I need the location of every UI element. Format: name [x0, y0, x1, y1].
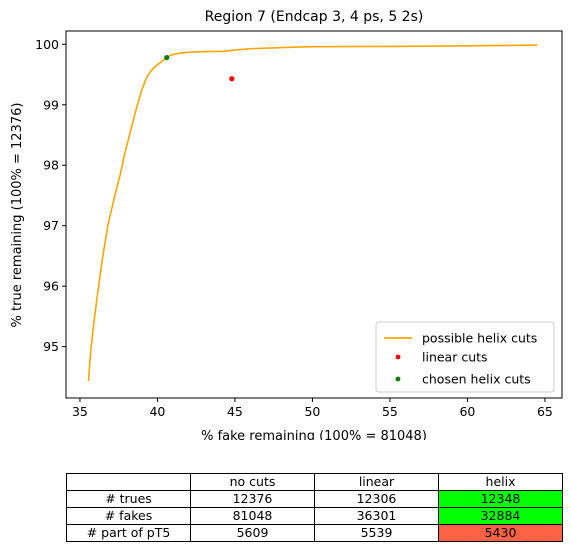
table-cell: 5539 — [314, 524, 439, 542]
y-axis-label: % true remaining (100% = 12376) — [10, 103, 25, 328]
chart-title: Region 7 (Endcap 3, 4 ps, 5 2s) — [205, 9, 424, 25]
table-row: # fakes 81048 36301 32884 — [66, 507, 563, 525]
x-tick-label: 35 — [72, 404, 88, 419]
x-tick-label: 45 — [227, 404, 243, 419]
legend-label-possible-helix-cuts: possible helix cuts — [422, 331, 537, 346]
table-cell: 81048 — [190, 507, 315, 525]
table-cell: 12306 — [314, 490, 439, 508]
y-axis: 95 96 97 98 99 100 — [35, 37, 66, 354]
x-tick-label: 50 — [304, 404, 320, 419]
y-tick-label: 95 — [43, 339, 59, 354]
table-cell: 36301 — [314, 507, 439, 525]
legend-swatch-chosen-helix-cuts — [395, 376, 401, 382]
x-axis: 35 40 45 50 55 60 65 — [72, 398, 553, 419]
y-tick-label: 98 — [43, 158, 59, 173]
point-chosen-helix-cuts — [164, 55, 170, 61]
table-row: # part of pT5 5609 5539 5430 — [66, 524, 563, 542]
x-tick-label: 65 — [537, 404, 553, 419]
row-label: # part of pT5 — [66, 524, 191, 542]
point-linear-cuts — [229, 76, 235, 82]
column-header-no-cuts: no cuts — [190, 473, 315, 491]
y-tick-label: 97 — [43, 218, 59, 233]
y-tick-label: 100 — [35, 37, 59, 52]
column-header-linear: linear — [314, 473, 439, 491]
x-tick-label: 40 — [149, 404, 165, 419]
table-corner-cell — [66, 473, 191, 491]
series-layer — [87, 44, 538, 382]
legend-swatch-linear-cuts — [395, 354, 401, 360]
cuts-summary-table: no cuts linear helix # trues 12376 12306… — [66, 473, 563, 542]
helix-cell: 12348 — [438, 490, 563, 508]
table-header-row: no cuts linear helix — [66, 473, 563, 491]
x-axis-label: % fake remaining (100% = 81048) — [201, 429, 427, 440]
table-cell: 5609 — [190, 524, 315, 542]
legend: possible helix cuts linear cuts chosen h… — [375, 321, 555, 393]
x-tick-label: 60 — [459, 404, 475, 419]
y-tick-label: 96 — [43, 279, 59, 294]
chart: Region 7 (Endcap 3, 4 ps, 5 2s) 35 40 45 50… — [10, 9, 563, 440]
y-tick-label: 99 — [43, 97, 59, 112]
column-header-helix: helix — [438, 473, 563, 491]
helix-cell: 5430 — [438, 524, 563, 542]
legend-label-chosen-helix-cuts: chosen helix cuts — [422, 372, 531, 387]
legend-box — [375, 321, 555, 393]
table-cell: 12376 — [190, 490, 315, 508]
plot-frame — [65, 30, 563, 399]
row-label: # fakes — [66, 507, 191, 525]
helix-cell: 32884 — [438, 507, 563, 525]
legend-label-linear-cuts: linear cuts — [422, 350, 488, 365]
row-label: # trues — [66, 490, 191, 508]
series-line-possible-helix-cuts — [87, 44, 538, 382]
table-row: # trues 12376 12306 12348 — [66, 490, 563, 508]
x-tick-label: 55 — [382, 404, 398, 419]
